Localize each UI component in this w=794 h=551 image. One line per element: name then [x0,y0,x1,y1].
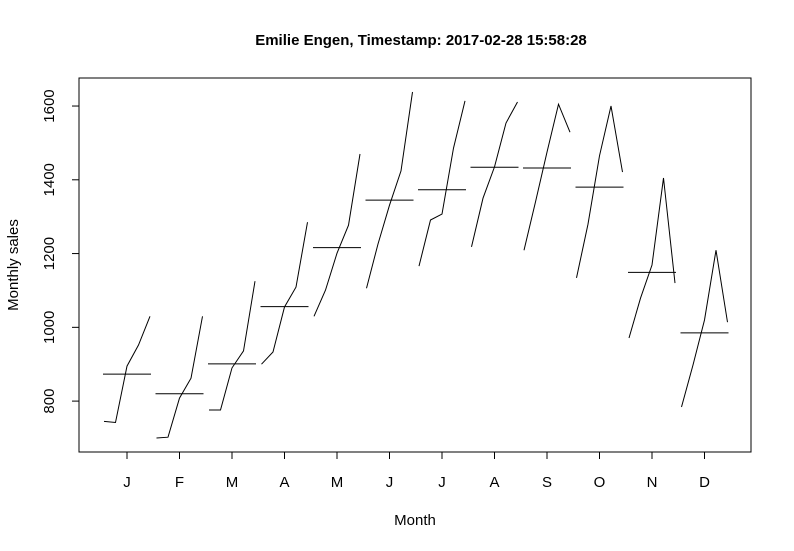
plot-frame [78,77,752,453]
x-axis-label: Month [394,512,436,529]
y-tick-label: 1000 [41,311,58,344]
month-subseries [209,281,256,411]
month-subseries [366,91,413,289]
x-tick-label: J [123,474,131,491]
x-tick-label: O [594,474,606,491]
x-tick-label: J [438,474,446,491]
x-tick-label: A [279,474,289,491]
y-tick-label: 800 [41,389,58,414]
month-subseries [523,102,571,251]
x-tick-label: S [542,474,552,491]
x-tick-label: A [489,474,499,491]
month-subseries [313,153,361,317]
x-tick-label: J [386,474,394,491]
month-subseries [576,105,623,279]
y-tick-label: 1200 [41,237,58,270]
month-subseries [681,250,728,408]
x-tick-label: D [699,474,710,491]
x-tick-label: F [175,474,184,491]
x-tick-label: N [647,474,658,491]
x-tick-label: M [226,474,239,491]
month-subseries [628,177,676,339]
y-tick-label: 1400 [41,163,58,196]
x-tick-label: M [331,474,344,491]
month-subseries [156,316,203,439]
chart-title: Emilie Engen, Timestamp: 2017-02-28 15:5… [255,32,587,49]
month-subseries [103,316,151,424]
y-tick-label: 1600 [41,89,58,122]
month-subseries [418,100,466,267]
y-axis-label: Monthly sales [5,219,22,311]
